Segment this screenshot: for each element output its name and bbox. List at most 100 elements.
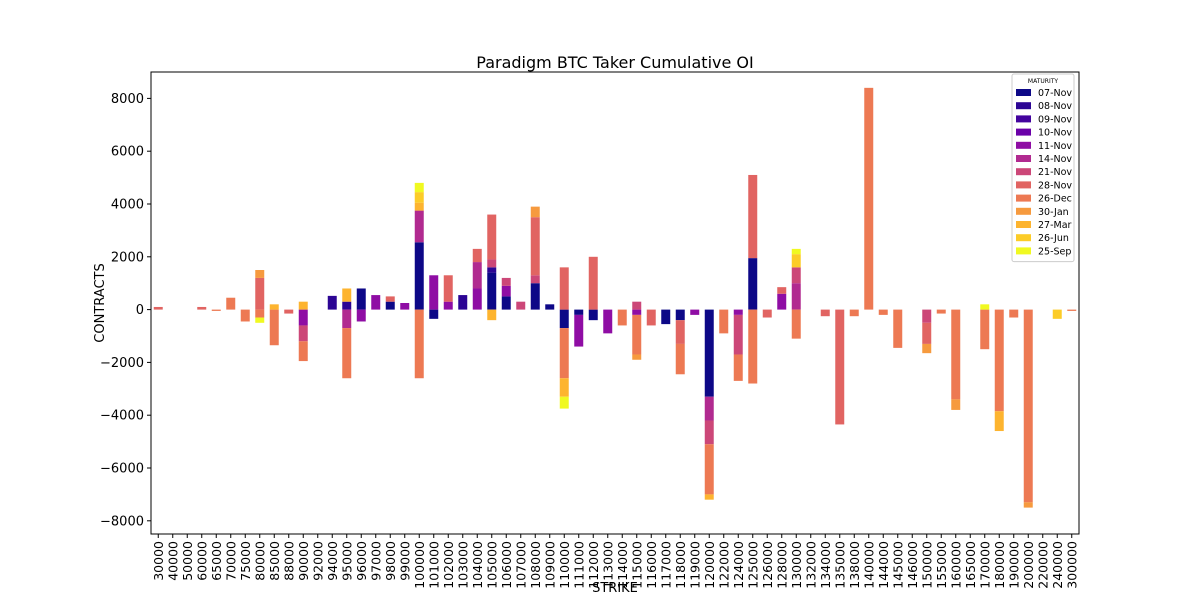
x-tick-label: 155000 bbox=[934, 541, 949, 589]
x-tick-label: 65000 bbox=[209, 541, 224, 581]
chart-title: Paradigm BTC Taker Cumulative OI bbox=[476, 53, 753, 72]
bar-105000-07-Nov bbox=[487, 272, 497, 310]
bar-80000-25-Sep bbox=[255, 317, 265, 323]
y-tick-label: 2000 bbox=[111, 250, 144, 265]
x-tick-label: 40000 bbox=[165, 541, 180, 581]
bar-126000-28-Nov bbox=[762, 309, 772, 318]
bar-106000-21-Nov bbox=[501, 277, 511, 286]
legend-swatch bbox=[1016, 234, 1031, 242]
bar-115000-26-Dec bbox=[632, 314, 642, 355]
x-tick-label: 119000 bbox=[687, 541, 702, 589]
bar-112000-28-Nov bbox=[588, 256, 598, 310]
bar-125000-07-Nov bbox=[748, 258, 758, 310]
bar-116000-28-Nov bbox=[646, 309, 656, 326]
bar-100000-25-Sep bbox=[414, 182, 424, 193]
bar-60000-28-Nov bbox=[197, 306, 207, 310]
bar-97000-11-Nov bbox=[371, 295, 381, 310]
x-tick-label: 97000 bbox=[368, 541, 383, 581]
bar-130000-26-Jun bbox=[791, 254, 801, 268]
bar-108000-28-Nov bbox=[530, 217, 540, 276]
x-tick-label: 102000 bbox=[441, 541, 456, 589]
bar-108000-07-Nov bbox=[530, 283, 540, 310]
plot-area-frame bbox=[150, 71, 1080, 535]
bar-88000-28-Nov bbox=[284, 309, 294, 314]
x-tick-label: 190000 bbox=[1006, 541, 1021, 589]
bar-102000-28-Nov bbox=[443, 275, 453, 302]
bar-200000-30-Jan bbox=[1023, 502, 1033, 508]
x-tick-label: 140000 bbox=[861, 541, 876, 589]
x-tick-label: 132000 bbox=[803, 541, 818, 589]
x-tick-label: 126000 bbox=[760, 541, 775, 589]
x-tick-label: 107000 bbox=[513, 541, 528, 589]
x-tick-label: 130000 bbox=[789, 541, 804, 589]
bar-99000-11-Nov bbox=[400, 303, 410, 310]
bar-100000-26-Dec bbox=[414, 309, 424, 379]
x-tick-label: 98000 bbox=[383, 541, 398, 581]
x-tick-label: 122000 bbox=[716, 541, 731, 589]
x-tick-label: 112000 bbox=[586, 541, 601, 589]
bar-101000-11-Nov bbox=[429, 275, 439, 310]
legend-swatch bbox=[1016, 115, 1031, 123]
legend-swatch bbox=[1016, 181, 1031, 189]
bar-90000-26-Dec bbox=[298, 341, 308, 362]
bar-160000-30-Jan bbox=[951, 399, 961, 410]
bar-115000-11-Nov bbox=[632, 309, 642, 315]
bar-30000-28-Nov bbox=[153, 306, 163, 310]
bar-190000-26-Dec bbox=[1009, 309, 1019, 318]
x-tick-label: 145000 bbox=[890, 541, 905, 589]
bar-150000-21-Nov bbox=[922, 309, 932, 323]
legend-entry: 28-Nov bbox=[1038, 180, 1072, 191]
bar-100000-14-Nov bbox=[414, 210, 424, 243]
x-tick-label: 95000 bbox=[339, 541, 354, 581]
bar-110000-26-Dec bbox=[559, 328, 569, 379]
legend-swatch bbox=[1016, 247, 1031, 255]
x-tick-label: 125000 bbox=[745, 541, 760, 589]
bar-110000-28-Nov bbox=[559, 267, 569, 310]
bar-100000-27-Mar bbox=[414, 202, 424, 211]
bar-108000-21-Nov bbox=[530, 275, 540, 284]
bar-85000-26-Dec bbox=[269, 309, 279, 346]
x-tick-label: 200000 bbox=[1021, 541, 1036, 589]
bar-134000-28-Nov bbox=[820, 309, 830, 317]
x-tick-label: 90000 bbox=[296, 541, 311, 581]
bar-115000-21-Nov bbox=[632, 301, 642, 310]
bar-110000-27-Mar bbox=[559, 378, 569, 397]
y-tick-label: 4000 bbox=[111, 198, 144, 213]
bar-100000-07-Nov bbox=[414, 242, 424, 310]
x-tick-label: 144000 bbox=[876, 541, 891, 589]
bar-90000-27-Mar bbox=[298, 301, 308, 310]
bar-106000-11-Nov bbox=[501, 285, 511, 297]
bar-125000-26-Dec bbox=[748, 309, 758, 384]
x-tick-label: 101000 bbox=[426, 541, 441, 589]
legend-entry: 14-Nov bbox=[1038, 154, 1072, 165]
bar-125000-28-Nov bbox=[748, 174, 758, 259]
bar-135000-28-Nov bbox=[835, 309, 845, 425]
bar-128000-28-Nov bbox=[777, 287, 787, 294]
x-tick-label: 50000 bbox=[180, 541, 195, 581]
x-tick-label: 117000 bbox=[658, 541, 673, 589]
bar-144000-26-Dec bbox=[878, 309, 888, 315]
x-tick-label: 100000 bbox=[412, 541, 427, 589]
legend: MATURITY 07-Nov 08-Nov 09-Nov 10-Nov 11-Nov 14… bbox=[1011, 73, 1075, 263]
x-tick-label: 113000 bbox=[600, 541, 615, 589]
x-tick-label: 180000 bbox=[992, 541, 1007, 589]
x-tick-label: 114000 bbox=[615, 541, 630, 589]
bar-65000-26-Dec bbox=[211, 309, 221, 311]
legend-swatch bbox=[1016, 141, 1031, 149]
y-tick-label: 8000 bbox=[111, 92, 144, 107]
bar-114000-26-Dec bbox=[617, 309, 627, 326]
bar-138000-26-Dec bbox=[849, 309, 859, 317]
legend-entry: 26-Jun bbox=[1038, 233, 1069, 244]
bar-105000-28-Nov bbox=[487, 214, 497, 260]
bar-130000-25-Sep bbox=[791, 248, 801, 255]
bar-110000-25-Sep bbox=[559, 396, 569, 409]
x-tick-label: 118000 bbox=[673, 541, 688, 589]
y-axis: −8000 −6000 −4000 −2000 0 2000 4000 6000 8000 bbox=[100, 92, 151, 529]
bar-180000-26-Dec bbox=[994, 309, 1004, 412]
bar-98000-28-Nov bbox=[385, 296, 395, 302]
x-tick-label: 103000 bbox=[455, 541, 470, 589]
x-tick-label: 111000 bbox=[571, 541, 586, 589]
x-tick-label: 80000 bbox=[252, 541, 267, 581]
bar-80000-26-Dec bbox=[255, 309, 265, 318]
